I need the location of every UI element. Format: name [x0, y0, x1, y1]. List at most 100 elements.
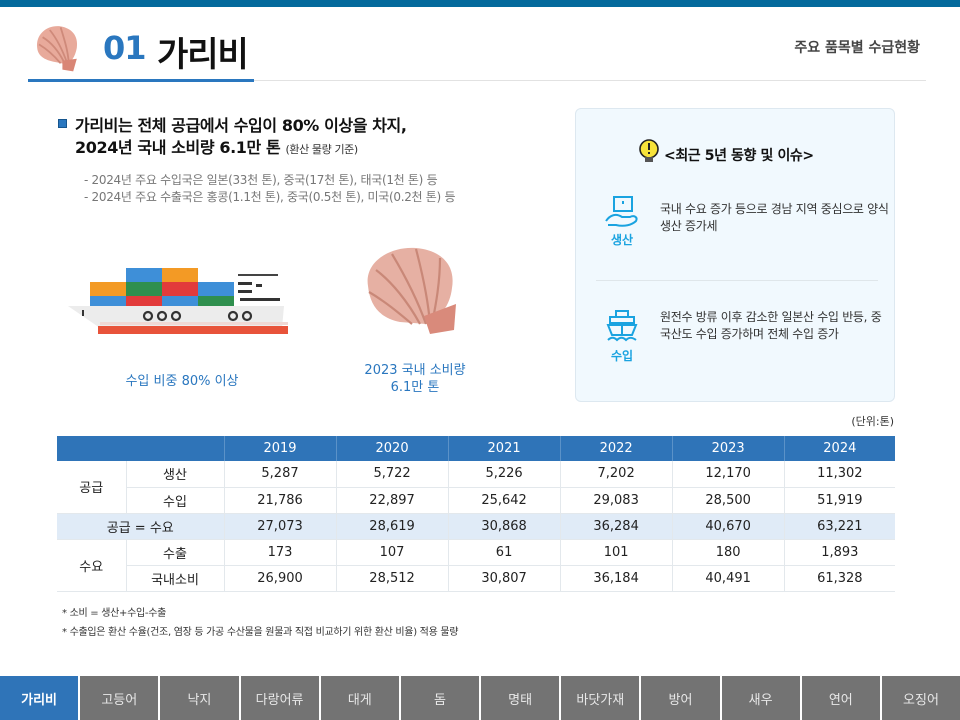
species-nav: 가리비 고등어 낙지 다랑어류 대게 돔 명태 바닷가재 방어 새우 연어 오징… [0, 676, 960, 720]
summary-block: 가리비는 전체 공급에서 수입이 80% 이상을 차지, 2024년 국내 소비… [58, 115, 548, 161]
summary-line-1: 가리비는 전체 공급에서 수입이 80% 이상을 차지, [75, 116, 407, 135]
cell: 30,807 [448, 565, 561, 592]
nav-tab-shrimp[interactable]: 새우 [721, 676, 800, 720]
cell: 5,287 [224, 461, 337, 488]
footnote-conversion: * 수출입은 환산 수율(건조, 염장 등 가공 수산물을 원물과 직접 비교하… [62, 627, 459, 638]
nav-tab-pollock[interactable]: 명태 [481, 676, 560, 720]
summary-line-2-sub: (환산 물량 기준) [285, 143, 359, 156]
table-row-import: 수입 21,786 22,897 25,642 29,083 28,500 51… [57, 487, 895, 514]
cell: 28,619 [336, 513, 449, 540]
bullet-square-icon [58, 119, 67, 128]
cell: 22,897 [336, 487, 449, 514]
cell: 28,500 [672, 487, 785, 514]
cell: 30,868 [448, 513, 561, 540]
row-label: 공급 = 수요 [57, 513, 225, 540]
cell: 61 [448, 539, 561, 566]
issues-panel: <최근 5년 동향 및 이슈> 생산 국내 수요 증가 등으로 경남 지역 중심… [575, 108, 895, 402]
top-bar [0, 0, 960, 7]
issue-label-production: 생산 [610, 233, 634, 247]
nav-tab-snow-crab[interactable]: 대게 [320, 676, 399, 720]
section-title: 주요 품목별 수급현황 [794, 40, 920, 56]
cell: 7,202 [560, 461, 673, 488]
cell: 5,226 [448, 461, 561, 488]
cell: 5,722 [336, 461, 449, 488]
unit-label: (단위:톤) [851, 415, 894, 428]
header-year: 2021 [448, 436, 561, 461]
footnote-consumption-formula: * 소비 = 생산+수입-수출 [62, 608, 167, 619]
nav-tab-yellowtail[interactable]: 방어 [641, 676, 720, 720]
detail-export-countries: - 2024년 주요 수출국은 홍콩(1.1천 톤), 중국(0.5천 톤), … [84, 190, 456, 204]
cell: 107 [336, 539, 449, 566]
nav-tab-tuna[interactable]: 다랑어류 [240, 676, 319, 720]
cell: 21,786 [224, 487, 337, 514]
hand-box-icon [605, 196, 638, 227]
row-label: 수출 [126, 539, 225, 566]
nav-tab-octopus[interactable]: 낙지 [160, 676, 239, 720]
ship-icon [606, 310, 638, 342]
table-row-production: 공급 생산 5,287 5,722 5,226 7,202 12,170 11,… [57, 461, 895, 514]
supply-demand-table: 2019 2020 2021 2022 2023 2024 공급 생산 5,28… [57, 436, 895, 592]
nav-tab-mackerel[interactable]: 고등어 [80, 676, 159, 720]
consumption-caption-line-1: 2023 국내 소비량 [364, 363, 466, 378]
cell: 63,221 [784, 513, 895, 540]
row-label: 수입 [126, 487, 225, 514]
issue-text-production: 국내 수요 증가 등으로 경남 지역 중심으로 양식 생산 증가세 [660, 202, 889, 233]
cell: 61,328 [784, 565, 895, 592]
consumption-caption-line-2: 6.1만 톤 [390, 380, 440, 395]
header-year: 2019 [224, 436, 337, 461]
cell: 51,919 [784, 487, 895, 514]
section-number: 01 [103, 29, 147, 67]
cell: 28,512 [336, 565, 449, 592]
cell: 36,184 [560, 565, 673, 592]
header-year: 2023 [672, 436, 785, 461]
cell: 173 [224, 539, 337, 566]
table-row-domestic: 국내소비 26,900 28,512 30,807 36,184 40,491 … [57, 565, 895, 592]
detail-import-countries: - 2024년 주요 수입국은 일본(33천 톤), 중국(17천 톤), 태국… [84, 173, 438, 187]
cell: 1,893 [784, 539, 895, 566]
footnotes: * 소비 = 생산+수입-수출 * 수출입은 환산 수율(건조, 염장 등 가공… [62, 604, 458, 642]
cell: 36,284 [560, 513, 673, 540]
cell: 27,073 [224, 513, 337, 540]
nav-tab-squid[interactable]: 오징어 [881, 676, 960, 720]
header-divider-accent [28, 79, 254, 82]
cell: 26,900 [224, 565, 337, 592]
table-row-export: 수요 수출 173 107 61 101 180 1,893 [57, 539, 895, 592]
header-year: 2022 [560, 436, 673, 461]
header-year: 2024 [784, 436, 895, 461]
nav-tab-sea-bream[interactable]: 돔 [400, 676, 480, 720]
scallop-icon [37, 26, 78, 72]
cell: 11,302 [784, 461, 895, 488]
nav-tab-scallop[interactable]: 가리비 [0, 676, 79, 720]
header-divider [28, 80, 926, 81]
lightbulb-icon [639, 139, 659, 162]
table-row-total: 공급 = 수요 27,073 28,619 30,868 36,284 40,6… [57, 513, 895, 540]
nav-tab-lobster[interactable]: 바닷가재 [561, 676, 640, 720]
header-blank [57, 436, 225, 461]
page-title: 가리비 [157, 35, 249, 75]
issues-title: <최근 5년 동향 및 이슈> [664, 148, 814, 164]
group-demand: 수요 [57, 539, 127, 592]
row-label: 생산 [126, 461, 225, 488]
cell: 29,083 [560, 487, 673, 514]
cell: 25,642 [448, 487, 561, 514]
row-label: 국내소비 [126, 565, 225, 592]
nav-tab-salmon[interactable]: 연어 [801, 676, 880, 720]
page-header: 01 가리비 주요 품목별 수급현황 [0, 7, 960, 83]
summary-line-2: 2024년 국내 소비량 6.1만 톤 (환산 물량 기준) [58, 137, 548, 161]
issue-text-import: 원전수 방류 이후 감소한 일본산 수입 반등, 중국산도 수입 증가하며 전체… [660, 310, 882, 341]
table-header-row: 2019 2020 2021 2022 2023 2024 [57, 436, 895, 461]
import-share-caption: 수입 비중 80% 이상 [125, 374, 239, 389]
header-year: 2020 [336, 436, 449, 461]
cell: 180 [672, 539, 785, 566]
cell: 12,170 [672, 461, 785, 488]
summary-line-2-main: 2024년 국내 소비량 6.1만 톤 [75, 138, 281, 157]
issue-label-import: 수입 [610, 349, 634, 363]
group-supply: 공급 [57, 461, 127, 514]
cell: 40,670 [672, 513, 785, 540]
consumption-caption: 2023 국내 소비량 6.1만 톤 [330, 362, 500, 396]
scallop-illustration [367, 247, 456, 334]
container-ship-icon [68, 268, 288, 334]
issues-divider [596, 280, 878, 281]
cell: 40,491 [672, 565, 785, 592]
cell: 101 [560, 539, 673, 566]
